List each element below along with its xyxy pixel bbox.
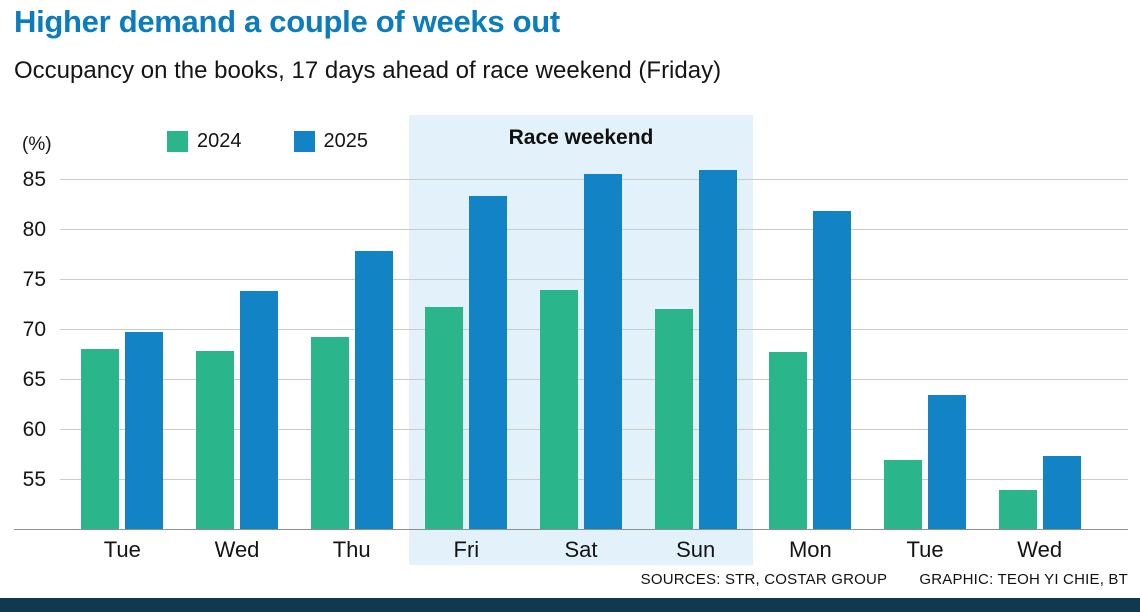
- y-tick-label-60: 60: [22, 418, 46, 441]
- bars-container: [65, 160, 1097, 530]
- bar-2024-tue-0: [81, 349, 120, 530]
- race-weekend-label: Race weekend: [508, 126, 654, 149]
- bottom-bar: [0, 598, 1140, 612]
- legend-swatch-2024: [167, 131, 188, 152]
- y-tick-label-70: 70: [22, 318, 46, 341]
- x-axis-labels: Tue Wed Thu Fri Sat Sun Mon Tue Wed: [65, 537, 1097, 563]
- legend: 2024 2025: [167, 130, 368, 153]
- chart-subtitle: Occupancy on the books, 17 days ahead of…: [14, 57, 722, 84]
- sources-text: SOURCES: STR, COSTAR GROUP: [640, 571, 887, 588]
- footer-credits: SOURCES: STR, COSTAR GROUP GRAPHIC: TEOH…: [641, 571, 1128, 588]
- bar-2025-tue-0: [125, 332, 164, 530]
- bar-2024-sun-5: [654, 309, 693, 530]
- x-axis-label-wed-1: Wed: [214, 537, 260, 562]
- x-axis-label-thu-2: Thu: [332, 537, 371, 562]
- bar-group-mon-6: [753, 211, 868, 530]
- graphic-credit-text: GRAPHIC: TEOH YI CHIE, BT: [919, 571, 1128, 588]
- legend-item-2024: 2024: [167, 130, 242, 153]
- x-axis-line: [14, 529, 1128, 530]
- x-axis-label-tue-0: Tue: [103, 537, 141, 562]
- y-axis-unit-label: (%): [22, 134, 52, 155]
- bar-2025-fri-3: [469, 196, 508, 530]
- legend-label-2025: 2025: [323, 130, 369, 152]
- bar-group-fri-3: [409, 196, 524, 530]
- plot-area: [14, 160, 1128, 530]
- bar-group-thu-2: [294, 251, 409, 530]
- bar-2024-wed-8: [998, 490, 1037, 530]
- x-axis-label-tue-7: Tue: [906, 537, 944, 562]
- chart-title: Higher demand a couple of weeks out: [14, 4, 560, 39]
- bar-group-tue-7: [868, 395, 983, 530]
- bar-2025-wed-1: [240, 291, 278, 530]
- y-tick-label-55: 55: [22, 468, 46, 491]
- legend-swatch-2025: [293, 131, 315, 152]
- x-axis-label-sat-4: Sat: [564, 537, 598, 562]
- y-tick-label-65: 65: [22, 368, 46, 391]
- bar-group-sat-4: [524, 174, 639, 530]
- x-axis-label-fri-3: Fri: [453, 537, 480, 562]
- bar-2024-fri-3: [425, 307, 464, 530]
- bar-2025-thu-2: [354, 251, 393, 530]
- bar-2024-thu-2: [310, 337, 349, 530]
- bar-2024-tue-7: [884, 460, 923, 530]
- bar-2024-mon-6: [769, 352, 808, 530]
- bar-group-wed-8: [982, 456, 1097, 530]
- x-axis-label-mon-6: Mon: [788, 537, 832, 562]
- bar-2025-tue-7: [928, 395, 967, 530]
- bar-2025-mon-6: [813, 211, 852, 530]
- bar-2025-sun-5: [698, 170, 737, 530]
- bar-2025-wed-8: [1042, 456, 1081, 530]
- y-tick-label-80: 80: [22, 218, 46, 241]
- legend-item-2025: 2025: [293, 130, 369, 153]
- bar-2025-sat-4: [584, 174, 623, 530]
- legend-label-2024: 2024: [197, 130, 242, 152]
- bar-group-sun-5: [638, 170, 753, 530]
- race-weekend-highlight-band: Race weekend: [409, 115, 753, 565]
- bar-2024-wed-1: [196, 351, 234, 530]
- bar-group-tue-0: [65, 332, 180, 530]
- bar-2024-sat-4: [540, 290, 579, 530]
- y-axis-tick-labels: 55 60 65 70 75 80 85: [0, 160, 50, 530]
- y-tick-label-85: 85: [22, 168, 46, 191]
- x-axis-label-sun-5: Sun: [676, 537, 716, 562]
- y-tick-label-75: 75: [22, 268, 46, 291]
- x-axis-label-wed-8: Wed: [1017, 537, 1063, 562]
- bar-group-wed-1: [180, 291, 295, 530]
